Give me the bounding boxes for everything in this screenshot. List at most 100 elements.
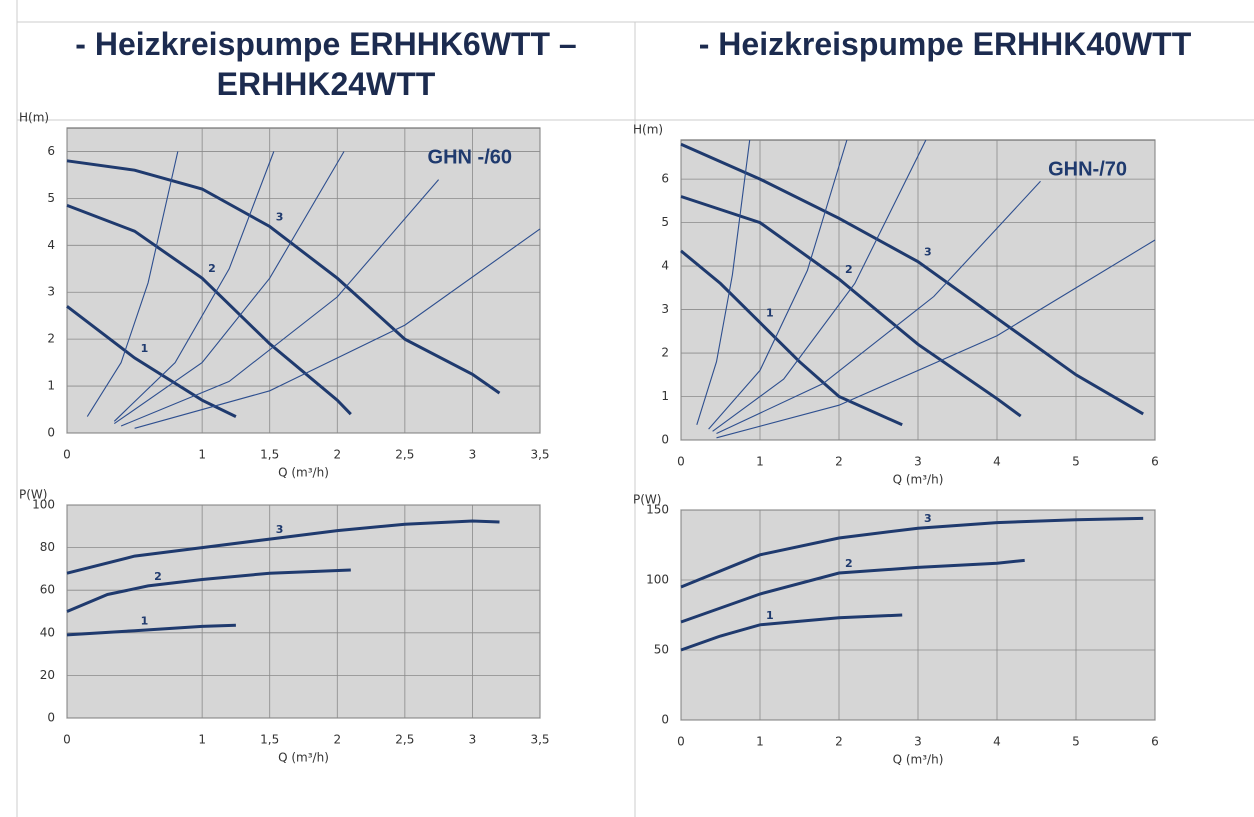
y-tick-label: 1 (661, 389, 669, 403)
x-tick-label: 2,5 (395, 733, 414, 747)
x-tick-label: 0 (63, 733, 71, 747)
y-tick-label: 150 (646, 503, 669, 517)
curve-label: 1 (141, 342, 149, 355)
x-tick-label: 6 (1151, 735, 1159, 749)
y-tick-label: 3 (661, 302, 669, 316)
y-axis-label: P(W) (19, 488, 47, 502)
curve-label: 1 (141, 615, 149, 628)
y-tick-label: 6 (661, 172, 669, 186)
curve (66, 305, 237, 418)
y-tick-label: 100 (646, 573, 669, 587)
y-tick-label: 60 (40, 583, 55, 597)
x-tick-label: 2 (333, 448, 341, 462)
x-tick-label: 2,5 (395, 448, 414, 462)
x-tick-label: 3 (469, 448, 477, 462)
x-tick-label: 1 (756, 455, 764, 469)
y-tick-label: 3 (47, 285, 55, 299)
x-tick-label: 5 (1072, 735, 1080, 749)
curve-label: 2 (208, 262, 216, 275)
curve-label: 2 (845, 557, 853, 570)
curve (134, 228, 541, 429)
column-header: - Heizkreispumpe ERHHK40WTT (698, 26, 1192, 62)
curve (680, 195, 1022, 418)
curve (680, 558, 1025, 624)
curve (66, 203, 352, 416)
x-tick-label: 3 (914, 455, 922, 469)
curve (708, 139, 848, 430)
curve (680, 516, 1144, 589)
y-tick-label: 0 (661, 713, 669, 727)
y-tick-label: 50 (654, 643, 669, 657)
y-tick-label: 40 (40, 625, 55, 639)
chart-title: GHN -/60 (428, 146, 512, 168)
y-tick-label: 0 (47, 426, 55, 440)
x-tick-label: 6 (1151, 455, 1159, 469)
curve (66, 159, 501, 395)
curve-label: 3 (276, 211, 284, 224)
y-tick-label: 100 (32, 498, 55, 512)
y-tick-label: 20 (40, 668, 55, 682)
curve (696, 139, 751, 425)
curve (86, 151, 179, 417)
curve (680, 142, 1144, 416)
plot-area (66, 504, 541, 719)
chart-title: GHN-/70 (1048, 158, 1127, 180)
x-tick-label: 5 (1072, 455, 1080, 469)
y-tick-label: 0 (47, 711, 55, 725)
x-tick-label: 4 (993, 735, 1001, 749)
x-tick-label: 0 (677, 735, 685, 749)
y-tick-label: 1 (47, 379, 55, 393)
x-tick-label: 3 (469, 733, 477, 747)
curve-label: 1 (766, 609, 774, 622)
curve (66, 568, 351, 613)
curve-label: 3 (924, 246, 932, 259)
curve-label: 3 (924, 512, 932, 525)
y-axis-label: H(m) (19, 111, 49, 125)
curve (716, 180, 1041, 434)
curve-label: 1 (766, 307, 774, 320)
x-axis-label: Q (m³/h) (278, 466, 329, 480)
y-tick-label: 2 (47, 332, 55, 346)
x-tick-label: 2 (835, 735, 843, 749)
x-axis-label: Q (m³/h) (893, 473, 944, 487)
curve (716, 239, 1156, 439)
y-tick-label: 4 (47, 238, 55, 252)
y-tick-label: 80 (40, 540, 55, 554)
x-tick-label: 3 (914, 735, 922, 749)
y-axis-label: H(m) (633, 123, 663, 137)
x-tick-label: 1,5 (260, 448, 279, 462)
x-tick-label: 2 (333, 733, 341, 747)
y-tick-label: 4 (661, 259, 669, 273)
x-tick-label: 1 (198, 448, 206, 462)
x-tick-label: 4 (993, 455, 1001, 469)
x-tick-label: 0 (677, 455, 685, 469)
curve-label: 2 (845, 263, 853, 276)
curve (113, 151, 275, 422)
curve (113, 151, 345, 425)
column-header: - Heizkreispumpe ERHHK6WTT – ERHHK24WTT (75, 26, 577, 102)
x-tick-label: 2 (835, 455, 843, 469)
y-tick-label: 6 (47, 144, 55, 158)
y-tick-label: 5 (661, 215, 669, 229)
x-tick-label: 3,5 (530, 733, 549, 747)
curve (712, 139, 927, 432)
y-tick-label: 2 (661, 346, 669, 360)
y-tick-label: 0 (661, 433, 669, 447)
curve (120, 179, 440, 427)
x-tick-label: 0 (63, 448, 71, 462)
x-axis-label: Q (m³/h) (893, 753, 944, 767)
x-tick-label: 1,5 (260, 733, 279, 747)
curve (680, 249, 903, 427)
curve-label: 3 (276, 523, 284, 536)
curve-label: 2 (154, 570, 162, 583)
curve (680, 613, 903, 652)
x-tick-label: 1 (198, 733, 206, 747)
x-tick-label: 1 (756, 735, 764, 749)
plot-area (66, 127, 541, 434)
x-axis-label: Q (m³/h) (278, 751, 329, 765)
x-tick-label: 3,5 (530, 448, 549, 462)
y-axis-label: P(W) (633, 493, 661, 507)
curve (66, 623, 236, 637)
